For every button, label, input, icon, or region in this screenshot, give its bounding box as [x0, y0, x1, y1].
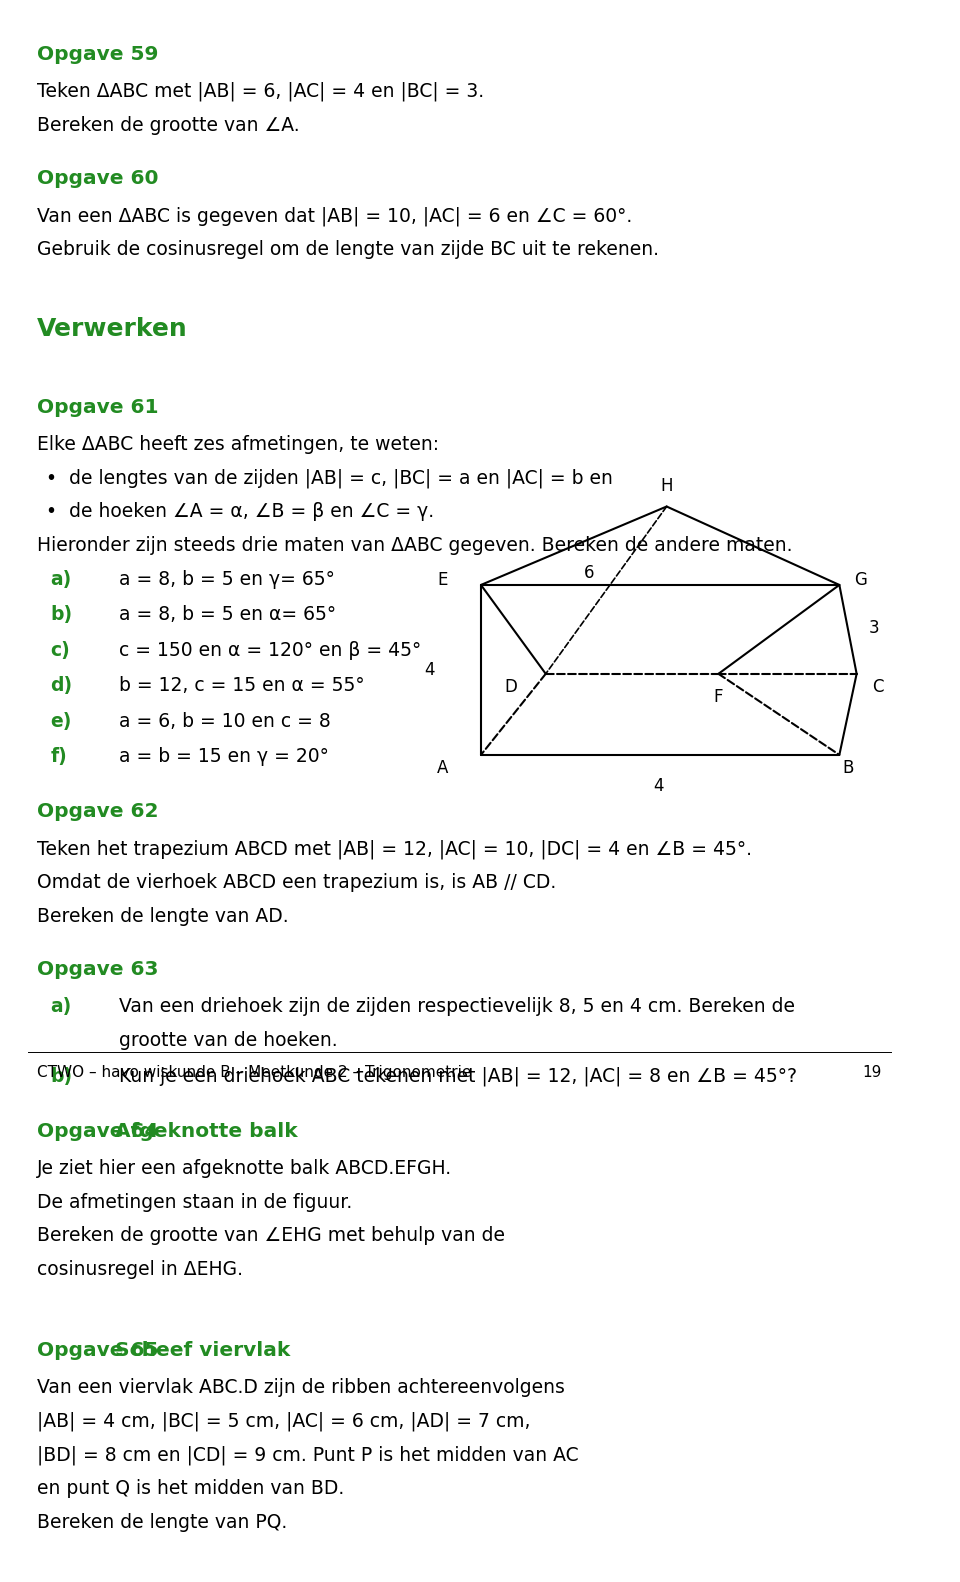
- Text: c): c): [51, 641, 70, 660]
- Text: Afgeknotte balk: Afgeknotte balk: [115, 1122, 298, 1141]
- Text: Elke ΔABC heeft zes afmetingen, te weten:: Elke ΔABC heeft zes afmetingen, te weten…: [36, 435, 439, 454]
- Text: Scheef viervlak: Scheef viervlak: [115, 1340, 290, 1359]
- Text: a): a): [51, 570, 72, 589]
- Text: c = 150 en α = 120° en β = 45°: c = 150 en α = 120° en β = 45°: [119, 641, 421, 660]
- Text: B: B: [842, 759, 853, 777]
- Text: b): b): [51, 1066, 73, 1085]
- Text: H: H: [660, 476, 673, 495]
- Text: a = b = 15 en γ = 20°: a = b = 15 en γ = 20°: [119, 747, 329, 766]
- Text: Van een driehoek zijn de zijden respectievelijk 8, 5 en 4 cm. Bereken de: Van een driehoek zijn de zijden respecti…: [119, 997, 796, 1016]
- Text: |AB| = 4 cm, |BC| = 5 cm, |AC| = 6 cm, |AD| = 7 cm,: |AB| = 4 cm, |BC| = 5 cm, |AC| = 6 cm, |…: [36, 1411, 530, 1432]
- Text: f): f): [51, 747, 67, 766]
- Text: Bereken de lengte van AD.: Bereken de lengte van AD.: [36, 906, 288, 925]
- Text: Opgave 60: Opgave 60: [36, 169, 158, 188]
- Text: Van een ΔABC is gegeven dat |AB| = 10, |AC| = 6 en ∠C = 60°.: Van een ΔABC is gegeven dat |AB| = 10, |…: [36, 206, 632, 226]
- Text: Kun je een driehoek ABC tekenen met |AB| = 12, |AC| = 8 en ∠B = 45°?: Kun je een driehoek ABC tekenen met |AB|…: [119, 1066, 798, 1087]
- Text: Teken ΔABC met |AB| = 6, |AC| = 4 en |BC| = 3.: Teken ΔABC met |AB| = 6, |AC| = 4 en |BC…: [36, 82, 484, 101]
- Text: a): a): [51, 997, 72, 1016]
- Text: D: D: [505, 679, 517, 696]
- Text: C: C: [873, 679, 884, 696]
- Text: 19: 19: [863, 1065, 882, 1081]
- Text: Opgave 59: Opgave 59: [36, 44, 158, 63]
- Text: Hieronder zijn steeds drie maten van ΔABC gegeven. Bereken de andere maten.: Hieronder zijn steeds drie maten van ΔAB…: [36, 536, 792, 555]
- Text: 4: 4: [653, 777, 663, 796]
- Text: F: F: [713, 688, 723, 706]
- Text: d): d): [51, 676, 73, 694]
- Text: |BD| = 8 cm en |CD| = 9 cm. Punt P is het midden van AC: |BD| = 8 cm en |CD| = 9 cm. Punt P is he…: [36, 1446, 578, 1465]
- Text: Opgave 62: Opgave 62: [36, 802, 158, 821]
- Text: grootte van de hoeken.: grootte van de hoeken.: [119, 1031, 338, 1050]
- Text: Bereken de lengte van PQ.: Bereken de lengte van PQ.: [36, 1512, 287, 1531]
- Text: a = 6, b = 10 en c = 8: a = 6, b = 10 en c = 8: [119, 712, 331, 731]
- Text: De afmetingen staan in de figuur.: De afmetingen staan in de figuur.: [36, 1193, 352, 1212]
- Text: cosinusregel in ΔEHG.: cosinusregel in ΔEHG.: [36, 1259, 243, 1280]
- Text: Verwerken: Verwerken: [36, 318, 187, 342]
- Text: Van een viervlak ABC.D zijn de ribben achtereenvolgens: Van een viervlak ABC.D zijn de ribben ac…: [36, 1378, 564, 1397]
- Text: en punt Q is het midden van BD.: en punt Q is het midden van BD.: [36, 1479, 344, 1498]
- Text: Teken het trapezium ABCD met |AB| = 12, |AC| = 10, |DC| = 4 en ∠B = 45°.: Teken het trapezium ABCD met |AB| = 12, …: [36, 840, 752, 859]
- Text: •  de hoeken ∠A = α, ∠B = β en ∠C = γ.: • de hoeken ∠A = α, ∠B = β en ∠C = γ.: [46, 501, 434, 520]
- Text: E: E: [437, 571, 447, 589]
- Text: G: G: [854, 571, 868, 589]
- Text: Je ziet hier een afgeknotte balk ABCD.EFGH.: Je ziet hier een afgeknotte balk ABCD.EF…: [36, 1158, 452, 1177]
- Text: Gebruik de cosinusregel om de lengte van zijde BC uit te rekenen.: Gebruik de cosinusregel om de lengte van…: [36, 240, 659, 259]
- Text: Opgave 63: Opgave 63: [36, 960, 158, 979]
- Text: b): b): [51, 606, 73, 625]
- Text: Opgave 64: Opgave 64: [36, 1122, 165, 1141]
- Text: a = 8, b = 5 en γ= 65°: a = 8, b = 5 en γ= 65°: [119, 570, 335, 589]
- Text: b = 12, c = 15 en α = 55°: b = 12, c = 15 en α = 55°: [119, 676, 365, 694]
- Text: 3: 3: [869, 619, 879, 638]
- Text: Omdat de vierhoek ABCD een trapezium is, is AB // CD.: Omdat de vierhoek ABCD een trapezium is,…: [36, 873, 556, 892]
- Text: e): e): [51, 712, 72, 731]
- Text: a = 8, b = 5 en α= 65°: a = 8, b = 5 en α= 65°: [119, 606, 337, 625]
- Text: Bereken de grootte van ∠EHG met behulp van de: Bereken de grootte van ∠EHG met behulp v…: [36, 1226, 505, 1245]
- Text: Bereken de grootte van ∠A.: Bereken de grootte van ∠A.: [36, 115, 300, 134]
- Text: •  de lengtes van de zijden |AB| = c, |BC| = a en |AC| = b en: • de lengtes van de zijden |AB| = c, |BC…: [46, 468, 612, 487]
- Text: Opgave 65: Opgave 65: [36, 1340, 165, 1359]
- Text: Opgave 61: Opgave 61: [36, 397, 158, 416]
- Text: 6: 6: [584, 565, 594, 582]
- Text: CTWO – havo wiskunde B – Meetkunde 2 – Trigonometrie: CTWO – havo wiskunde B – Meetkunde 2 – T…: [36, 1065, 471, 1081]
- Text: 4: 4: [424, 661, 434, 679]
- Text: A: A: [437, 759, 447, 777]
